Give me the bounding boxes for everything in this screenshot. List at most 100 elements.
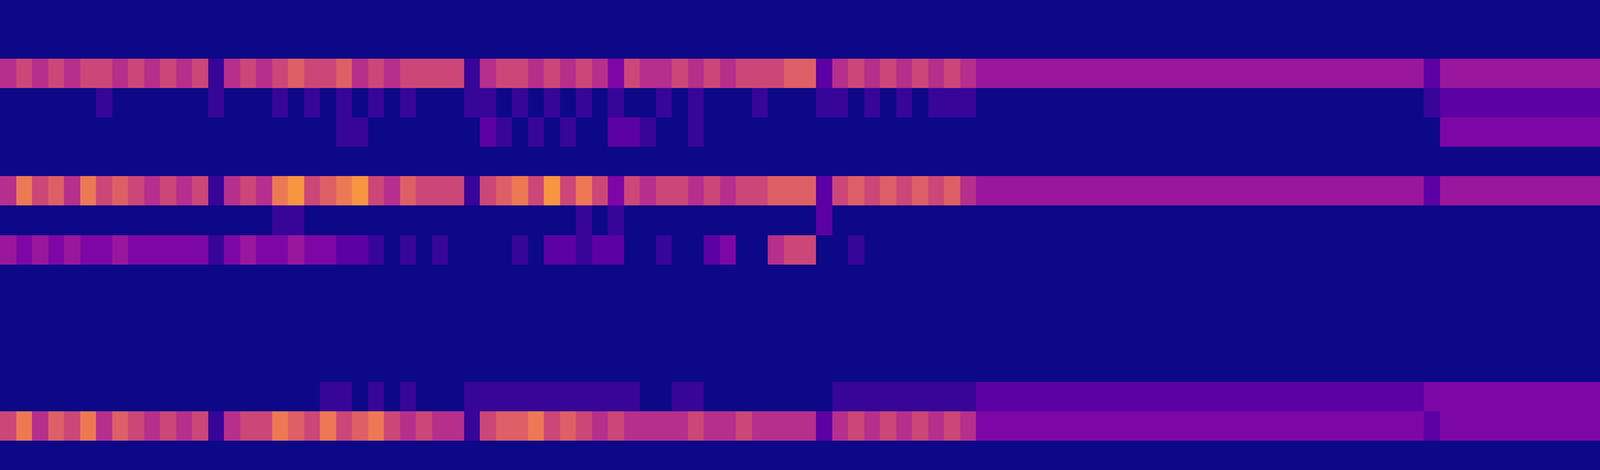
cell <box>1359 176 1377 206</box>
cell <box>1088 294 1104 324</box>
cell <box>1376 235 1392 265</box>
cell <box>1519 441 1537 470</box>
cell <box>48 382 64 412</box>
cell <box>543 323 561 353</box>
cell <box>112 323 128 353</box>
cell <box>575 294 593 324</box>
cell <box>1472 146 1488 177</box>
cell <box>383 323 401 353</box>
cell <box>400 0 416 30</box>
cell <box>1248 58 1264 89</box>
cell <box>287 294 305 324</box>
cell <box>287 29 305 59</box>
cell <box>383 264 401 295</box>
cell <box>960 264 976 295</box>
cell <box>1071 176 1089 206</box>
cell <box>16 352 32 383</box>
cell <box>847 0 865 30</box>
cell <box>287 176 305 206</box>
cell <box>1152 58 1168 89</box>
cell <box>1280 0 1296 30</box>
cell <box>159 146 177 177</box>
cell <box>928 29 944 59</box>
cell <box>815 58 833 89</box>
cell <box>255 382 273 412</box>
cell <box>784 117 801 147</box>
cell <box>1344 411 1360 442</box>
cell <box>720 294 736 324</box>
cell <box>607 117 625 147</box>
cell <box>767 205 785 236</box>
cell <box>1504 29 1520 59</box>
cell <box>1039 323 1057 353</box>
cell <box>368 441 384 470</box>
cell <box>815 88 833 118</box>
cell <box>127 235 145 265</box>
cell <box>80 205 96 236</box>
cell <box>191 117 209 147</box>
cell <box>1231 29 1249 59</box>
cell <box>1551 235 1569 265</box>
cell <box>223 88 241 118</box>
cell <box>928 352 944 383</box>
cell <box>272 146 288 177</box>
cell <box>1103 0 1121 30</box>
cell <box>1135 58 1153 89</box>
cell <box>223 235 241 265</box>
cell <box>767 352 785 383</box>
cell <box>240 411 256 442</box>
cell <box>1184 29 1200 59</box>
cell <box>688 323 704 353</box>
cell <box>896 323 912 353</box>
cell <box>575 205 593 236</box>
cell <box>95 58 113 89</box>
cell <box>992 0 1008 30</box>
cell <box>735 294 753 324</box>
cell <box>815 29 833 59</box>
cell <box>703 146 721 177</box>
cell <box>1583 58 1600 89</box>
cell <box>368 88 384 118</box>
cell <box>656 117 672 147</box>
cell <box>592 352 608 383</box>
cell <box>752 117 768 147</box>
cell <box>464 0 480 30</box>
cell <box>624 176 640 206</box>
cell <box>832 382 848 412</box>
cell <box>415 146 433 177</box>
cell <box>1120 382 1136 412</box>
cell <box>304 205 320 236</box>
cell <box>1088 382 1104 412</box>
cell <box>560 323 576 353</box>
cell <box>336 294 352 324</box>
cell <box>1536 441 1552 470</box>
cell <box>112 441 128 470</box>
cell <box>31 441 49 470</box>
cell <box>800 382 816 412</box>
cell <box>1184 352 1200 383</box>
cell <box>383 176 401 206</box>
cell <box>847 29 865 59</box>
cell <box>415 58 433 89</box>
cell <box>1216 352 1232 383</box>
cell <box>1056 176 1072 206</box>
cell <box>112 0 128 30</box>
cell <box>255 146 273 177</box>
cell <box>447 0 465 30</box>
cell <box>847 411 865 442</box>
cell <box>1248 146 1264 177</box>
cell <box>1263 0 1281 30</box>
cell <box>1039 146 1057 177</box>
cell <box>1071 382 1089 412</box>
cell <box>815 235 833 265</box>
cell <box>1376 146 1392 177</box>
cell <box>624 29 640 59</box>
cell <box>0 264 17 295</box>
cell <box>864 264 880 295</box>
cell <box>1056 205 1072 236</box>
cell <box>671 0 689 30</box>
cell <box>95 88 113 118</box>
cell <box>543 146 561 177</box>
cell <box>1039 176 1057 206</box>
cell <box>112 382 128 412</box>
